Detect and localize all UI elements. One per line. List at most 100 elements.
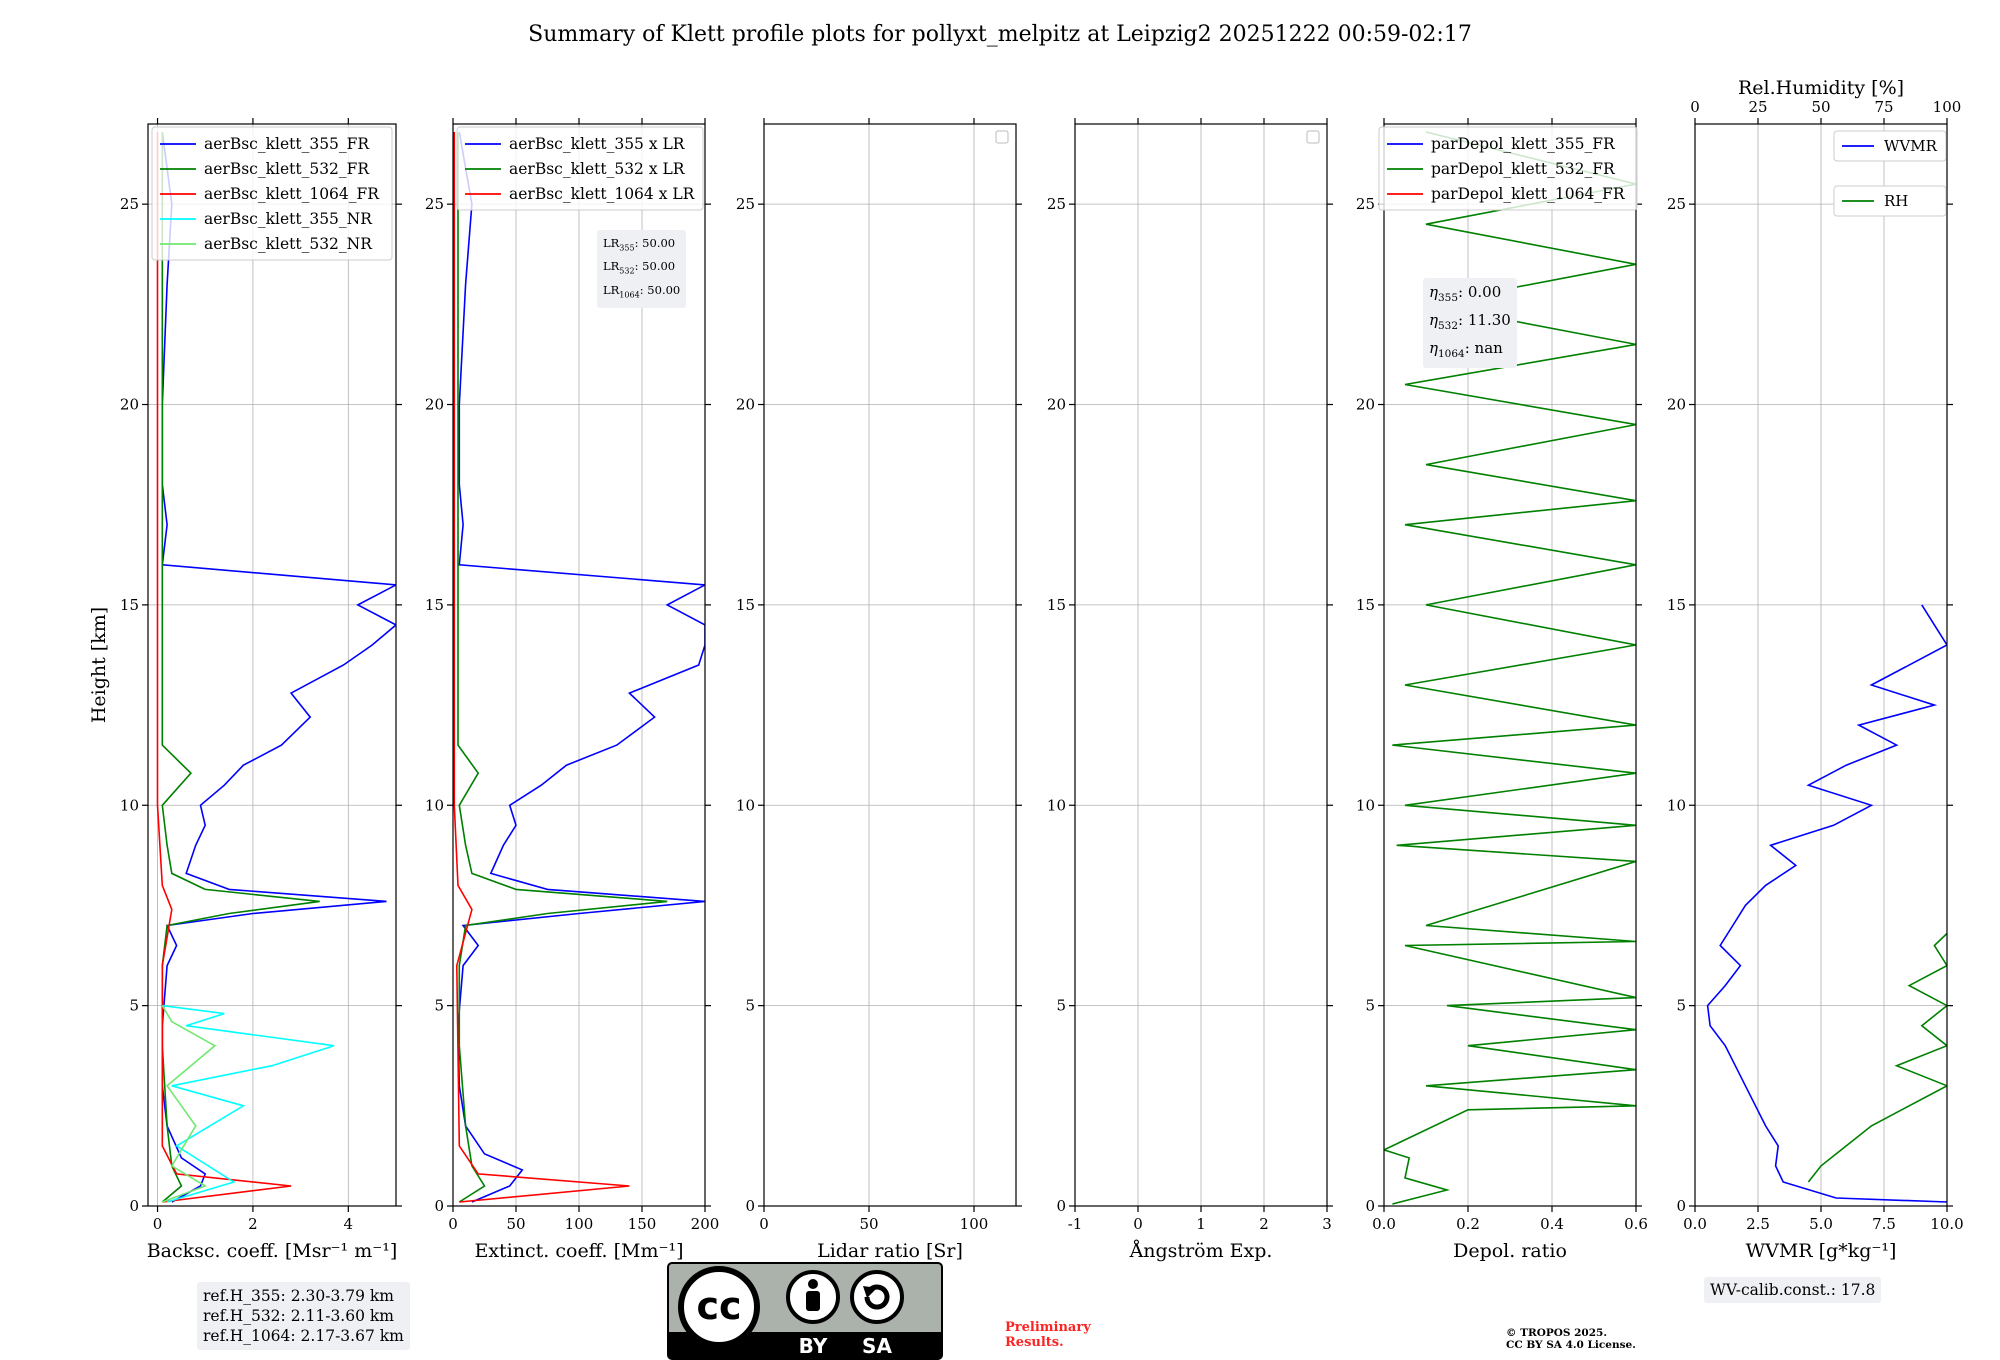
y-tick-label: 25 — [1667, 195, 1686, 213]
legend-label: aerBsc_klett_532 x LR — [509, 160, 686, 178]
sa-share-icon — [864, 1284, 890, 1310]
ref-height-355: ref.H_355: 2.30-3.79 km — [203, 1287, 394, 1305]
by-person-icon — [808, 1279, 818, 1289]
y-tick-label: 10 — [736, 796, 755, 814]
y-tick-label: 15 — [120, 596, 139, 614]
x-tick-label: 100 — [565, 1215, 594, 1233]
y-tick-label: 0 — [1676, 1197, 1686, 1215]
x-tick-label: 0.0 — [1372, 1215, 1396, 1233]
y-tick-label: 25 — [736, 195, 755, 213]
panel-lr: 0 50 100 0 5 10 15 20 25 Lidar ratio [Sr] — [736, 118, 1022, 1262]
series-line-aerBsc_klett_355_NR — [162, 1004, 335, 1203]
legend-label: RH — [1884, 192, 1908, 210]
legend-label: parDepol_klett_355_FR — [1431, 135, 1616, 153]
axes-frame — [763, 123, 1017, 1207]
y-tick-label: 0 — [1056, 1197, 1066, 1215]
lidar-ratio-annotation: LR355: 50.00 LR532: 50.00 LR1064: 50.00 — [597, 230, 687, 308]
series-line-aerBsc_klett_532_FR — [161, 132, 320, 1203]
series-line-aerBsc_klett_532_NR — [161, 1005, 217, 1203]
series-line-RH — [1807, 932, 1947, 1183]
legend: aerBsc_klett_355 x LR aerBsc_klett_532 x … — [456, 126, 704, 211]
y-tick-label: 0 — [129, 1197, 139, 1215]
y-tick-label: 10 — [120, 796, 139, 814]
y-tick-label: 20 — [425, 396, 444, 414]
y-tick-label: 20 — [1047, 396, 1066, 414]
y-tick-label: 20 — [736, 396, 755, 414]
x-axis-label: Lidar ratio [Sr] — [817, 1240, 963, 1262]
y-tick-label: 0 — [1365, 1197, 1375, 1215]
legend: aerBsc_klett_355_FR aerBsc_klett_532_FRae… — [151, 126, 393, 261]
x-tick-label: 2 — [1259, 1215, 1269, 1233]
legend: parDepol_klett_355_FR parDepol_klett_532_… — [1378, 126, 1638, 211]
ref-height-1064: ref.H_1064: 2.17-3.67 km — [203, 1327, 404, 1345]
legend-WVMR: WVMR — [1833, 130, 1947, 162]
y-tick-label: 25 — [1047, 195, 1066, 213]
panel-bsc: 0 2 4 0 5 10 15 20 25 Backsc. coeff. [Msr⁻¹ m⁻¹] H… — [88, 118, 402, 1262]
x2-axis-label: Rel.Humidity [%] — [1738, 77, 1904, 99]
y-tick-label: 25 — [120, 195, 139, 213]
y-tick-label: 5 — [1056, 997, 1066, 1015]
legend-RH: RH — [1833, 185, 1947, 217]
x-tick-label: 2 — [248, 1215, 258, 1233]
legend-label: parDepol_klett_1064_FR — [1431, 185, 1626, 203]
y-tick-label: 0 — [745, 1197, 755, 1215]
y-tick-label: 5 — [745, 997, 755, 1015]
x2-tick-label: 100 — [1933, 98, 1962, 116]
x-tick-label: 7.5 — [1872, 1215, 1896, 1233]
x-tick-label: 5.0 — [1809, 1215, 1833, 1233]
x-axis-label: Depol. ratio — [1453, 1240, 1567, 1262]
x-tick-label: 0.6 — [1624, 1215, 1648, 1233]
preliminary-note: Preliminary Results. — [1005, 1320, 1091, 1350]
panel-wv: 0.0 2.5 5.0 7.5 10.0 0 5 10 15 20 25 WVMR [g*kg⁻¹] 0… — [1667, 77, 1964, 1262]
legend-label: aerBsc_klett_355 x LR — [509, 135, 686, 153]
empty-legend-box — [1306, 130, 1320, 144]
license-note: © TROPOS 2025. CC BY SA 4.0 License. — [1506, 1327, 1636, 1351]
series-line-parDepol_klett_532_FR — [1384, 131, 1636, 1205]
legend-label: aerBsc_klett_532_NR — [204, 235, 373, 253]
panel-ext: 0 50 100 150 200 0 5 10 15 20 25 Extinct. coeff. [M… — [425, 118, 719, 1262]
x-axis-label: Ångström Exp. — [1129, 1240, 1273, 1262]
ref-height-532: ref.H_532: 2.11-3.60 km — [203, 1307, 394, 1325]
y-tick-label: 10 — [425, 796, 444, 814]
figure-title: Summary of Klett profile plots for polly… — [528, 22, 1472, 47]
x-tick-label: 50 — [506, 1215, 525, 1233]
y-tick-label: 15 — [1356, 596, 1375, 614]
legend-box — [1833, 130, 1947, 162]
y-tick-label: 0 — [434, 1197, 444, 1215]
x-tick-label: 3 — [1322, 1215, 1332, 1233]
x-tick-label: 4 — [344, 1215, 354, 1233]
x-axis-label: WVMR [g*kg⁻¹] — [1746, 1240, 1897, 1262]
empty-legend-box — [995, 130, 1009, 144]
y-tick-label: 15 — [1667, 596, 1686, 614]
y-tick-label: 5 — [1365, 997, 1375, 1015]
y-tick-label: 20 — [1667, 396, 1686, 414]
x-tick-label: 0 — [153, 1215, 163, 1233]
y-tick-label: 20 — [1356, 396, 1375, 414]
legend-box — [1378, 126, 1638, 211]
x-tick-label: 200 — [691, 1215, 720, 1233]
legend-label: WVMR — [1884, 137, 1938, 155]
y-tick-label: 10 — [1356, 796, 1375, 814]
y-tick-label: 15 — [736, 596, 755, 614]
series-line-aerBsc_klett_1064_FR — [156, 132, 292, 1203]
legend-box — [1833, 185, 1947, 217]
x-tick-label: 0 — [448, 1215, 458, 1233]
reference-heights-box: ref.H_355: 2.30-3.79 km ref.H_532: 2.11-… — [197, 1282, 410, 1350]
x-tick-label: 10.0 — [1930, 1215, 1963, 1233]
legend-box — [151, 126, 393, 261]
legend-label: aerBsc_klett_1064_FR — [204, 185, 380, 203]
cc-by-sa-badge: cc BY SA — [667, 1262, 943, 1360]
x-tick-label: 0.2 — [1456, 1215, 1480, 1233]
series-line-aerBsc_klett_355_FR — [161, 131, 396, 1203]
y-axis-label: Height [km] — [88, 607, 110, 723]
eta-annotation: η355: 0.00 η532: 11.30 η1064: nan — [1423, 278, 1517, 368]
x2-tick-label: 0 — [1690, 98, 1700, 116]
svg-text:cc: cc — [696, 1284, 741, 1328]
x-tick-label: 50 — [859, 1215, 878, 1233]
y-tick-label: 10 — [1047, 796, 1066, 814]
axes-frame — [1383, 123, 1637, 1207]
panel-depol: 0.0 0.2 0.4 0.6 0 5 10 15 20 25 Depol. ratio parDep… — [1356, 118, 1648, 1262]
series-line-aerBsc_klett_1064 x LR — [453, 132, 630, 1203]
